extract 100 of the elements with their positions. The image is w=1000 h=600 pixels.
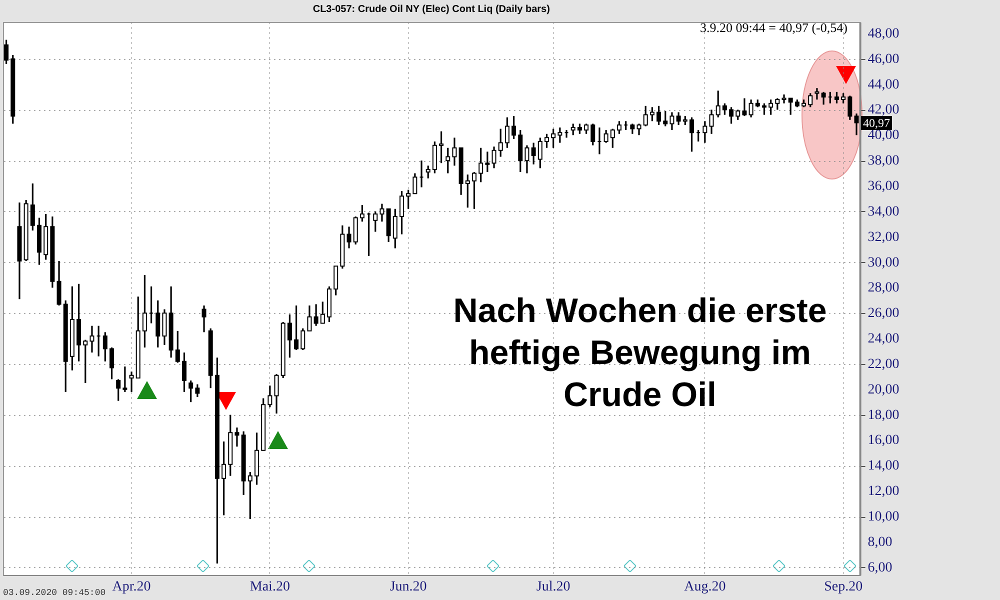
- candlestick: [485, 150, 490, 173]
- annotation: Nach Wochen die erste heftige Bewegung im Crude Oil: [453, 291, 827, 416]
- candlestick: [604, 129, 608, 144]
- candlestick: [577, 122, 582, 135]
- candlestick: [782, 94, 786, 104]
- candlestick: [775, 97, 780, 111]
- candlestick: [670, 111, 674, 131]
- candlestick: [768, 98, 774, 116]
- candlestick: [56, 260, 62, 306]
- candlestick: [551, 128, 556, 149]
- candlestick: [268, 384, 272, 408]
- candlestick: [788, 97, 793, 116]
- candlestick: [195, 384, 200, 398]
- candlestick: [234, 426, 240, 448]
- candlestick: [472, 171, 476, 210]
- candlestick: [643, 105, 648, 128]
- candlestick: [222, 440, 226, 516]
- candlestick: [182, 352, 186, 393]
- candlestick: [762, 102, 766, 116]
- y-tick-label: 26,00: [868, 306, 900, 322]
- text: 03.09.2020 09:45:00: [3, 588, 106, 598]
- candlestick: [636, 122, 642, 136]
- candlestick: [83, 339, 88, 384]
- x-tick-label: Jun.20: [390, 580, 427, 594]
- candlestick: [412, 172, 418, 194]
- candlestick: [122, 366, 128, 393]
- candlestick: [736, 108, 740, 121]
- candlestick: [156, 300, 160, 348]
- x-tick-label: Mai.20: [250, 580, 290, 594]
- candlestick: [854, 112, 859, 136]
- x-tick-label: Aug.20: [684, 580, 726, 594]
- y-tick-label: 28,00: [868, 280, 900, 296]
- candlestick: [610, 128, 615, 149]
- candlestick: [4, 39, 9, 65]
- y-tick-label: 24,00: [868, 332, 900, 347]
- y-tick-label: 46,00: [868, 52, 900, 67]
- text: 40,97: [861, 116, 892, 130]
- candlestick: [492, 146, 496, 169]
- candlestick: [307, 304, 312, 332]
- candlestick: [616, 120, 622, 135]
- candlestick: [392, 208, 398, 250]
- candlestick: [300, 328, 306, 351]
- y-tick-label: 16,00: [868, 433, 900, 448]
- candlestick: [162, 308, 167, 346]
- y-tick-label: 18,00: [868, 408, 900, 423]
- candlestick: [175, 330, 180, 364]
- candlestick: [742, 97, 747, 117]
- candlestick: [848, 94, 852, 121]
- candlestick: [360, 204, 364, 222]
- candlestick: [287, 314, 292, 358]
- candlestick: [504, 116, 510, 149]
- candlestick: [729, 106, 734, 124]
- candlestick: [544, 133, 549, 149]
- annotation: 3.9.20 09:44 = 40,97 (-0,54): [700, 20, 848, 36]
- candlestick: [452, 136, 457, 166]
- y-tick-label: 14,00: [868, 458, 900, 474]
- candlestick: [188, 380, 194, 403]
- candlestick: [478, 147, 484, 183]
- candlestick: [841, 92, 846, 104]
- candlestick: [399, 190, 404, 236]
- candlestick: [808, 92, 813, 108]
- x-tick-label: Jul.20: [536, 580, 570, 594]
- candlestick: [676, 111, 681, 126]
- candlestick: [202, 304, 206, 333]
- candlestick: [524, 144, 530, 174]
- y-tick-label: 48,00: [868, 26, 900, 42]
- candlestick: [30, 182, 35, 232]
- y-tick-label: 34,00: [868, 204, 900, 220]
- candlestick: [248, 471, 252, 520]
- candlestick: [650, 106, 654, 122]
- candlestick: [465, 174, 470, 208]
- candlestick: [558, 126, 562, 144]
- x-tick-label: Sep.20: [824, 580, 863, 594]
- candlestick: [446, 147, 450, 174]
- candlestick: [716, 90, 720, 118]
- candlestick: [570, 122, 576, 136]
- candlestick: [110, 346, 114, 380]
- chart-title: CL3-057: Crude Oil NY (Elec) Cont Liq (Daily bars): [312, 4, 550, 15]
- candlestick: [590, 122, 596, 146]
- candlestick: [834, 91, 839, 104]
- candlestick: [314, 303, 318, 327]
- candlestick: [821, 91, 826, 106]
- candlestick: [90, 325, 94, 354]
- candlestick: [531, 142, 536, 166]
- candlestick: [630, 122, 635, 135]
- x-tick-label: Apr.20: [112, 580, 151, 594]
- y-tick-label: 32,00: [868, 230, 900, 245]
- candlestick: [689, 116, 694, 152]
- y-tick-label: 12,00: [868, 484, 900, 500]
- y-tick-label: 8,00: [868, 534, 892, 550]
- y-tick-label: 22,00: [868, 356, 900, 372]
- y-tick-label: 10,00: [868, 510, 900, 525]
- y-tick-label: 38,00: [868, 154, 900, 169]
- candlestick: [538, 136, 542, 169]
- candlestick: [116, 378, 121, 402]
- candlestick: [102, 331, 108, 362]
- y-tick-label: 6,00: [868, 560, 892, 576]
- candlestick: [709, 108, 714, 135]
- candlestick: [512, 115, 516, 140]
- y-tick-label: 20,00: [868, 382, 900, 398]
